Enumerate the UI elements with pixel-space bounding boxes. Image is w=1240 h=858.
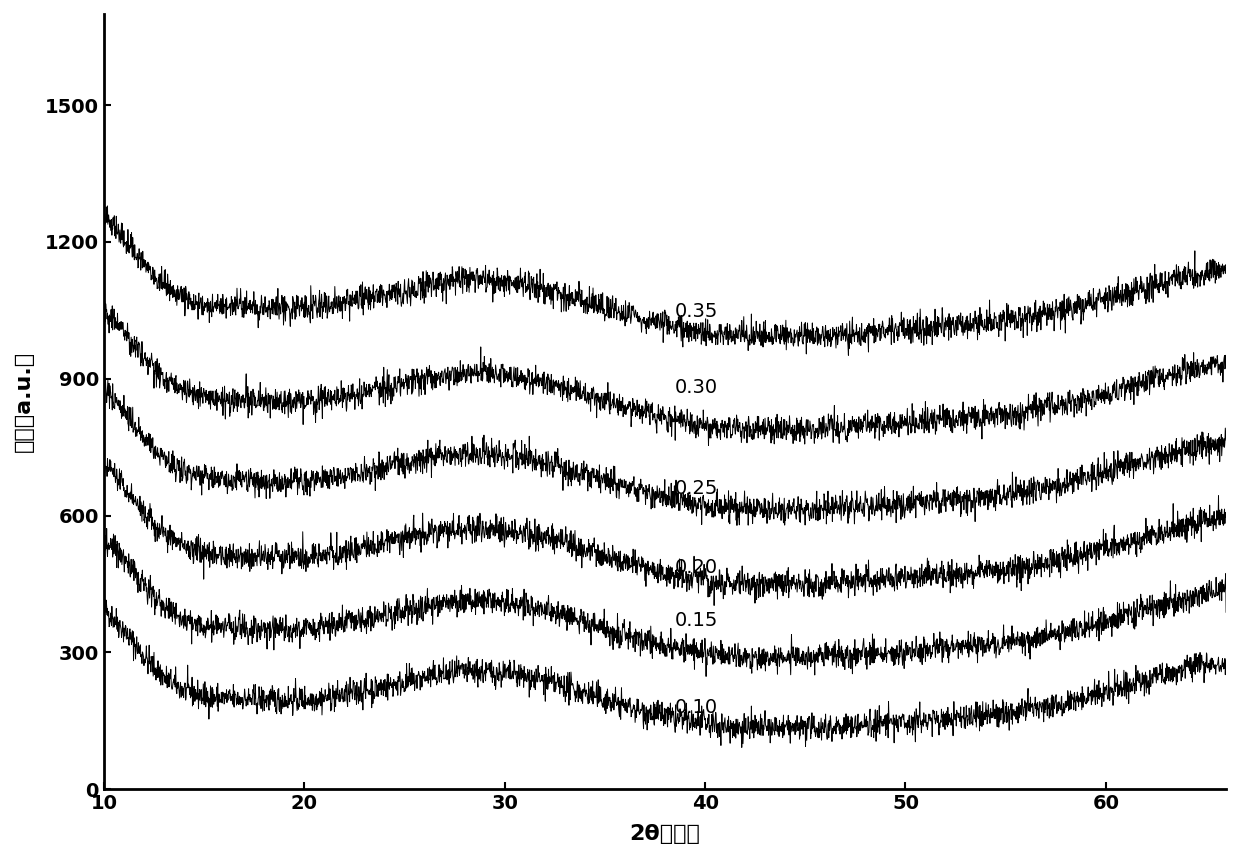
Text: 0.30: 0.30	[675, 378, 718, 396]
Text: 0.35: 0.35	[675, 302, 718, 321]
Text: 0.10: 0.10	[675, 698, 718, 716]
Text: 0.15: 0.15	[675, 611, 718, 630]
Text: 0.20: 0.20	[675, 559, 718, 577]
X-axis label: 2θ（度）: 2θ（度）	[630, 825, 701, 844]
Text: 0.25: 0.25	[675, 480, 718, 498]
Y-axis label: 强度（a.u.）: 强度（a.u.）	[14, 351, 33, 452]
